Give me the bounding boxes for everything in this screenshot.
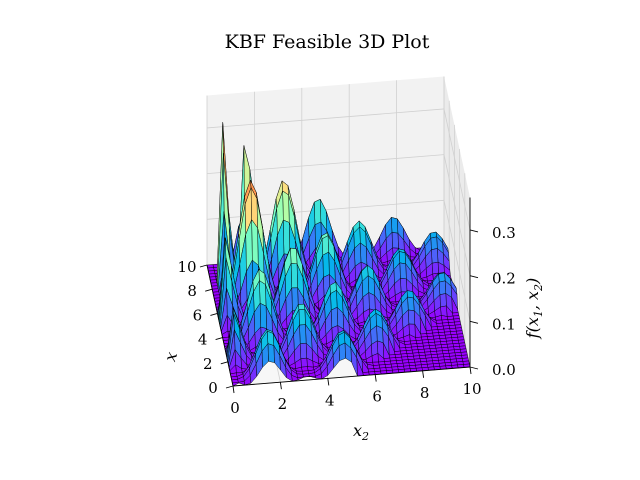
z-tick-label: 0.1: [492, 315, 516, 333]
z-tick-label: 0.2: [492, 270, 516, 288]
x1-tick-mark: [210, 312, 218, 316]
grid-line: [443, 200, 471, 322]
surface-facet: [398, 251, 406, 265]
surface-facet: [407, 296, 415, 311]
x1-tick-label: 2: [203, 355, 213, 373]
surface-facet: [408, 309, 416, 325]
surface-facet: [321, 235, 329, 256]
grid-line: [206, 108, 445, 129]
surface-facet: [330, 307, 338, 329]
x2-tick-label: 10: [462, 380, 481, 398]
z-tick-mark: [469, 366, 479, 370]
z-tick-mark: [469, 320, 479, 324]
surface-facet: [400, 278, 408, 293]
z-tick-mark: [469, 229, 479, 233]
z-axis-label: f(x1, x2): [523, 278, 545, 340]
x2-tick-mark: [469, 366, 472, 375]
x2-axis-label-subscript: 2: [361, 430, 369, 443]
surface-mesh: [206, 122, 471, 387]
surface-facet: [430, 236, 438, 250]
x1-tick-mark: [215, 337, 223, 341]
z-tick-label: 0.0: [492, 361, 516, 379]
x1-tick-label: 10: [177, 258, 196, 276]
surface-facet: [290, 263, 298, 289]
x2-tick-label: 4: [325, 391, 335, 409]
back-pane: [207, 76, 444, 265]
x2-axis-line: [232, 366, 471, 387]
surface-facet: [267, 330, 275, 346]
x1-tick-mark: [205, 288, 213, 292]
surface-facet: [282, 190, 290, 223]
surface-facet: [267, 343, 275, 363]
surface-facet: [439, 280, 447, 295]
x2-tick-label: 6: [372, 388, 382, 406]
surface-facet: [299, 342, 307, 359]
x1-tick-mark: [199, 264, 208, 268]
z-tick-mark: [469, 275, 479, 279]
grid-line: [443, 108, 471, 231]
z-tick-label: 0.3: [492, 224, 516, 242]
tick-labels: 0 2 4 6 8 10 0 2 4 6 8 10 0.0 0.1 0.2 0.3: [177, 224, 515, 417]
surface-facet: [298, 303, 306, 310]
surface-facet: [259, 303, 267, 329]
surface-facet: [298, 309, 306, 326]
surface-facet: [330, 290, 338, 311]
surface-facet: [431, 248, 439, 264]
surface-facet: [259, 280, 267, 307]
x1-tick-label: 8: [187, 282, 197, 300]
x1-axis-line: [206, 264, 234, 387]
surface-facet: [290, 247, 298, 265]
x2-tick-mark: [327, 378, 330, 386]
surface-facet: [368, 292, 376, 311]
surface-facet: [391, 232, 399, 249]
surface-facet: [283, 219, 291, 255]
surface-facet: [438, 272, 446, 283]
surface-facet: [314, 199, 322, 226]
x1-tick-label: 0: [208, 379, 218, 397]
surface-facet: [439, 293, 447, 308]
x2-tick-label: 0: [230, 399, 240, 417]
surface-facet: [301, 366, 309, 372]
grid-line: [443, 154, 471, 276]
x1-tick-label: 4: [198, 331, 208, 349]
x2-tick-mark: [422, 370, 425, 378]
x2-tick-mark: [374, 374, 377, 382]
surface-facet: [299, 324, 307, 345]
x1-tick-mark: [225, 385, 234, 389]
x1-tick-label: 6: [193, 306, 203, 324]
x1-axis-label: x: [160, 350, 181, 364]
x1-tick-mark: [220, 361, 228, 365]
x2-tick-mark: [232, 385, 235, 394]
surface-facet: [399, 262, 407, 280]
surface-facet: [322, 251, 330, 278]
surface-facet: [391, 217, 399, 234]
x2-axis-label: x2: [353, 421, 369, 443]
surface-facet: [300, 357, 308, 368]
surface-facet: [338, 342, 346, 361]
surface-facet: [440, 305, 448, 317]
x2-tick-mark: [279, 382, 282, 390]
x2-axis-label-text: x: [353, 421, 362, 440]
x2-tick-label: 8: [420, 384, 430, 402]
axis-lines: [206, 197, 471, 387]
x2-tick-label: 2: [278, 395, 288, 413]
chart-title: KBF Feasible 3D Plot: [225, 31, 430, 53]
surface-facet: [431, 261, 439, 275]
right-pane: [444, 76, 470, 368]
surface-facet: [376, 325, 384, 343]
